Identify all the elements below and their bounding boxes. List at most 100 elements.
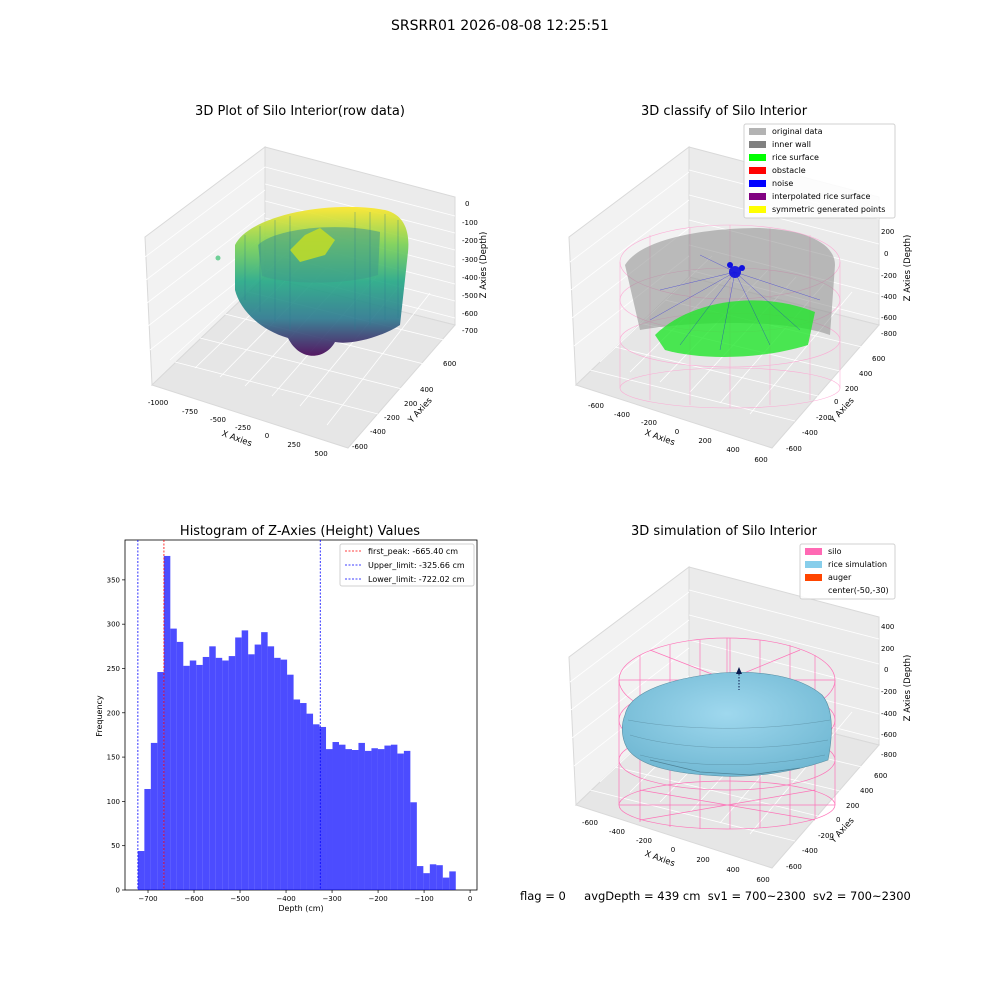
plot2-legend-swatch	[749, 154, 766, 161]
plot4-ztick: -600	[881, 731, 897, 739]
plot2-ylabel: Y Axies	[828, 395, 857, 426]
hist-bar	[176, 641, 184, 890]
hist-bar	[144, 788, 151, 890]
hist-bar	[254, 644, 262, 890]
hist-bar	[358, 742, 365, 890]
hist-xtick-label: −300	[322, 895, 341, 903]
plot4-ytick: 0	[836, 816, 840, 824]
hist-legend: first_peak: -665.40 cm Upper_limit: -325…	[339, 543, 475, 587]
hist-bar	[313, 724, 320, 890]
plot1-ytick: -400	[370, 428, 386, 436]
hist-legend-label: first_peak: -665.40 cm	[368, 547, 458, 556]
plot4-legend-label: rice simulation	[828, 560, 887, 569]
plot2-legend-swatch	[749, 128, 766, 135]
hist-bar	[338, 744, 346, 890]
hist-bar	[137, 851, 145, 890]
plot4-title: 3D simulation of Silo Interior	[631, 524, 817, 539]
hist-bar	[241, 630, 249, 890]
hist-bar	[326, 749, 333, 890]
hist-ytick-label: 150	[107, 754, 120, 762]
plot4-legend-label: auger	[828, 573, 852, 582]
plot1-xtick: 0	[265, 432, 269, 440]
plot4-ylabel: Y Axies	[828, 815, 857, 846]
plot1-ztick: 0	[465, 200, 469, 208]
plot2-ztick: -200	[881, 272, 897, 280]
plot4-xtick: -400	[609, 828, 625, 836]
plot2-xtick: 600	[754, 456, 767, 464]
plot2-legend-label: original data	[772, 127, 823, 136]
plot4-ztick: 400	[881, 623, 894, 631]
plot2-legend-label: obstacle	[772, 166, 806, 175]
plot4-zlabel: Z Axies (Depth)	[903, 655, 913, 722]
hist-bar	[235, 637, 242, 890]
hist-bar	[170, 628, 177, 890]
plot2-legend-label: interpolated rice surface	[772, 192, 870, 201]
hist-ytick-label: 0	[116, 887, 120, 895]
plot1-ztick: -300	[462, 256, 478, 264]
hist-bar	[248, 654, 255, 890]
plot1-ytick: 400	[420, 386, 433, 394]
hist-bar	[351, 750, 359, 890]
plot4-xtick: 200	[696, 856, 709, 864]
hist-bar	[442, 877, 450, 890]
plot1-ztick: -600	[462, 310, 478, 318]
hist-bar	[287, 674, 294, 890]
plot2-xtick: 0	[675, 428, 679, 436]
hist-bar	[384, 745, 391, 890]
hist-bar	[377, 749, 385, 890]
plot1-xtick: -1000	[148, 399, 168, 407]
hist-ytick-label: 250	[107, 665, 120, 673]
plot1-xtick: 500	[314, 450, 327, 458]
plot1-ytick: 600	[443, 360, 456, 368]
hist-bar	[306, 713, 314, 890]
plot2-legend-swatch	[749, 206, 766, 213]
hist-xlabel: Depth (cm)	[278, 904, 323, 913]
hist-bar	[215, 657, 223, 890]
hist-ytick-label: 350	[107, 576, 120, 584]
hist-bar	[280, 659, 288, 890]
plot2-legend-swatch	[749, 180, 766, 187]
hist-bar	[163, 555, 171, 890]
hist-bar	[410, 802, 417, 890]
plot4-simulation	[618, 637, 836, 830]
hist-ytick-label: 200	[107, 709, 120, 717]
plot4-ytick: -200	[818, 832, 834, 840]
hist-bar	[202, 656, 210, 890]
plot4-legend-label: center(-50,-30)	[828, 586, 889, 595]
hist-ylabel: Frequency	[95, 695, 104, 737]
hist-bar	[300, 703, 307, 890]
plot2-ytick: 400	[859, 370, 872, 378]
plot1-ztick: -400	[462, 274, 478, 282]
plot1-ztick: -500	[462, 292, 478, 300]
plot2-legend: original data inner wall rice surface ob…	[743, 123, 896, 219]
hist-xtick-label: 0	[468, 895, 472, 903]
plot2-legend-swatch	[749, 141, 766, 148]
plot2-ytick: 200	[845, 385, 858, 393]
plot4-xtick: -600	[582, 819, 598, 827]
plot2-xtick: -200	[641, 419, 657, 427]
figure-title: SRSRR01 2026-08-08 12:25:51	[391, 18, 609, 34]
hist-legend-frame	[339, 543, 475, 587]
hist-axes: −700 −600 −500 −400 −300 −200 −100 0 0 50 100 150 2…	[107, 539, 478, 903]
plot4-ztick: 0	[884, 666, 888, 674]
hist-bar	[449, 871, 456, 890]
plot2-ztick: -600	[881, 314, 897, 322]
plot1-tick-labels: -1000 -750 -500 -250 0 250 500 600 400 2…	[148, 200, 478, 458]
plot1-xtick: 250	[287, 441, 300, 449]
hist-bar	[183, 665, 190, 890]
hist-xtick-label: −400	[276, 895, 295, 903]
plot1-zlabel: Z Axies (Depth)	[479, 232, 489, 299]
plot4-xtick: 600	[756, 876, 769, 884]
plot4-legend: silo rice simulation auger center(-50,-3…	[799, 543, 896, 600]
hist-bar	[319, 726, 327, 890]
hist-legend-label: Upper_limit: -325.66 cm	[368, 561, 465, 570]
plot2-ytick: 0	[834, 398, 838, 406]
plot2-legend-label: rice surface	[772, 153, 819, 162]
hist-bar	[429, 864, 437, 890]
plot4-ytick: -600	[786, 863, 802, 871]
plot4-xtick: 400	[726, 866, 739, 874]
plot2-ztick: -400	[881, 293, 897, 301]
plot2-xtick: -400	[614, 411, 630, 419]
hist-bar	[189, 660, 197, 890]
